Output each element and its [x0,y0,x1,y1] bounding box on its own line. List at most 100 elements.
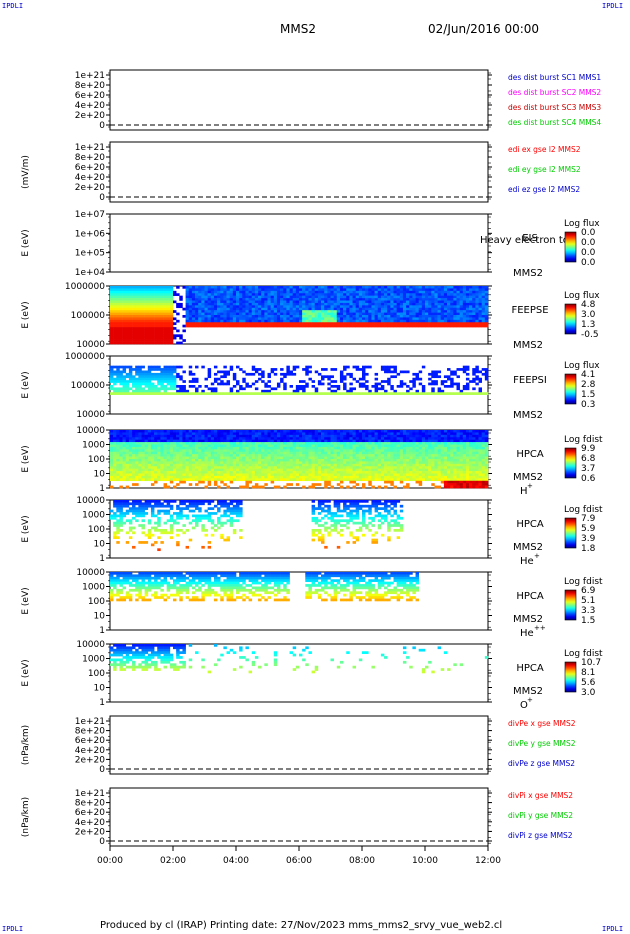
colorbar-tick-label: 3.0 [581,310,596,320]
y-axis-label: E (eV) [21,445,31,472]
legend-entry: edi ey gse l2 MMS2 [508,165,581,174]
spectrogram-4 [110,365,489,395]
legend-entry: divPi z gse MMS2 [508,831,573,840]
legend-entry: divPi x gse MMS2 [508,791,573,800]
probe-label: MMS2 [513,542,543,553]
species-superscript: + [527,482,533,490]
colorbar-title: Log flux [564,291,600,301]
colorbar-tick-label: 0.0 [581,228,596,238]
panel-frame [109,213,489,273]
y-tick-label: 6e+20 [75,91,106,101]
y-tick-label: 100 [88,597,105,607]
legend-entry: divPe y gse MMS2 [508,739,576,748]
y-tick-label: 1e+04 [75,268,106,278]
y-tick-label: 10000 [76,568,105,578]
legend-entry: des dist burst SC4 MMS4 [508,118,601,127]
y-tick-label: 1e+21 [75,717,105,727]
panel-frame [109,141,489,203]
colorbar-tick-label: 1.8 [581,544,596,554]
y-axis-label: E (eV) [21,515,31,542]
colorbar [564,661,577,693]
y-tick-label: 1 [99,484,105,494]
y-tick-label: 1000 [82,655,105,665]
y-axis-label: E (eV) [21,371,31,398]
y-tick-label: 10000 [76,640,105,650]
species-superscript: + [534,552,540,560]
colorbar-tick-label: 3.0 [581,688,596,698]
x-tick-label: 08:00 [349,856,375,866]
overlay-label: Heavy electron to [480,235,569,246]
y-tick-label: 0 [99,121,105,131]
y-axis-label: E (eV) [21,587,31,614]
y-tick-label: 0 [99,765,105,775]
y-tick-label: 100000 [71,381,106,391]
y-tick-label: 1e+05 [75,249,105,259]
y-tick-label: 4e+20 [75,173,106,183]
colorbar-tick-label: 7.9 [581,514,596,524]
legend-entry: des dist burst SC2 MMS2 [508,88,601,97]
x-tick-label: 00:00 [97,856,123,866]
colorbar-tick-label: 3.7 [581,464,595,474]
y-axis-label: E (eV) [21,659,31,686]
footer-credit: Produced by cl (IRAP) Printing date: 27/… [100,920,503,931]
y-tick-label: 4e+20 [75,818,106,828]
y-tick-label: 8e+20 [75,799,106,809]
y-tick-label: 1e+06 [75,229,106,239]
species-label: He [520,628,534,639]
probe-label: MMS2 [513,340,543,351]
colorbar-tick-label: 5.1 [581,596,595,606]
y-tick-label: 10000 [76,410,105,420]
colorbar-tick-label: 4.1 [581,370,595,380]
y-axis-label: E (eV) [21,301,31,328]
y-axis-label: (nPa/km) [21,725,31,765]
y-tick-label: 4e+20 [75,746,106,756]
colorbar-tick-label: 10.7 [581,658,601,668]
colorbar-tick-label: 1.3 [581,320,595,330]
probe-label: MMS2 [513,472,543,483]
y-tick-label: 100000 [71,311,106,321]
panel-frame [109,787,489,847]
spacecraft-title: MMS2 [280,22,316,36]
y-tick-label: 10000 [76,426,105,436]
legend-entry: edi ex gse l2 MMS2 [508,145,581,154]
y-tick-label: 1e+21 [75,789,105,799]
y-tick-label: 6e+20 [75,736,106,746]
y-tick-label: 8e+20 [75,153,106,163]
spectrogram-7 [110,572,419,602]
colorbar-tick-label: 1.5 [581,390,595,400]
y-tick-label: 6e+20 [75,163,106,173]
colorbar-tick-label: 0.3 [581,400,595,410]
legend-entry: edi ez gse l2 MMS2 [508,185,580,194]
x-tick-label: 10:00 [412,856,438,866]
species-superscript: + [527,696,533,704]
instrument-label: FEEPSI [513,375,547,386]
y-tick-label: 1000000 [65,282,105,292]
y-tick-label: 1 [99,698,105,708]
colorbar-title: Log fdist [564,435,603,445]
probe-label: MMS2 [513,614,543,625]
instrument-label: HPCA [516,449,544,460]
y-tick-label: 10 [94,684,106,694]
colorbar-tick-label: 5.6 [581,678,596,688]
y-tick-label: 10 [94,540,106,550]
probe-label: MMS2 [513,268,543,279]
y-tick-label: 8e+20 [75,727,106,737]
colorbar-tick-label: -0.5 [581,330,599,340]
y-tick-label: 1000000 [65,352,105,362]
y-tick-label: 10 [94,470,106,480]
colorbar-title: Log fdist [564,505,603,515]
legend-entry: des dist burst SC1 MMS1 [508,73,601,82]
colorbar-title: Log flux [564,219,600,229]
y-tick-label: 1000 [82,441,105,451]
legend-entry: des dist burst SC3 MMS3 [508,103,601,112]
y-tick-label: 1e+07 [75,210,105,220]
panel-frame [109,69,489,131]
colorbar-tick-label: 0.0 [581,258,596,268]
colorbar [564,303,577,335]
colorbar-tick-label: 0.6 [581,474,596,484]
colorbar [564,373,577,405]
instrument-label: HPCA [516,663,544,674]
panel-7: 10000 1000 100 10 1 E (eV) HPCA MMS2 He ++ Log fdi… [21,568,603,639]
